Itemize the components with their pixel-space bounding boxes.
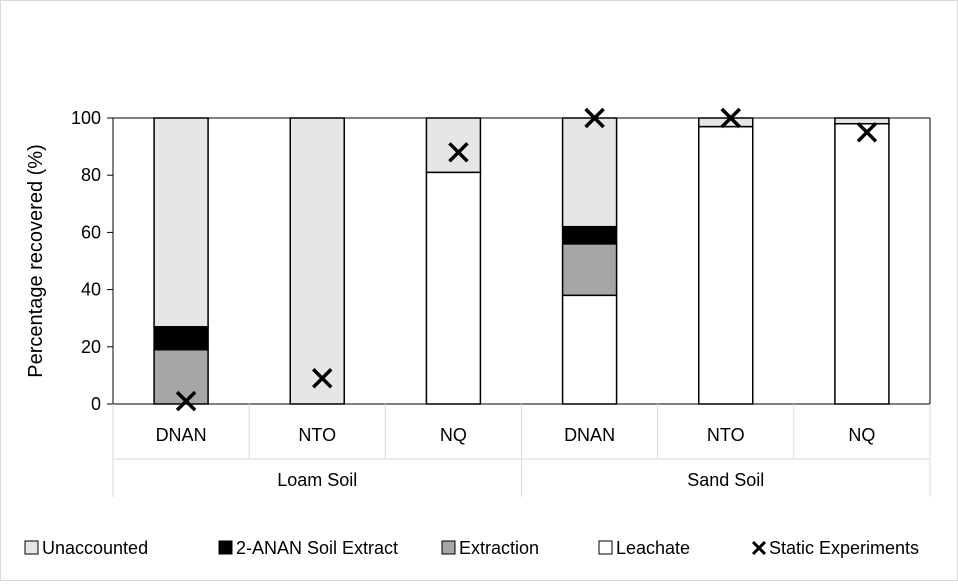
marker-stroke bbox=[175, 390, 197, 412]
x-category-label: DNAN bbox=[564, 425, 615, 445]
bar-segment-leachate bbox=[834, 122, 890, 405]
bar-segment-unaccounted bbox=[289, 117, 345, 405]
legend-swatch bbox=[218, 540, 233, 555]
legend-label: 2-ANAN Soil Extract bbox=[236, 538, 398, 558]
bars-layer bbox=[153, 117, 890, 405]
static-experiment-marker bbox=[312, 368, 333, 389]
marker-stroke bbox=[448, 142, 469, 163]
legend-swatch bbox=[441, 540, 456, 555]
x-category-label: NTO bbox=[298, 425, 336, 445]
legend-item: 2-ANAN Soil Extract bbox=[218, 538, 398, 558]
bar-segment-2-anan-soil-extract bbox=[561, 225, 618, 245]
labels-layer: DNAN NTO NQ DNAN NTO NQ Loam Soil Sand Soil bbox=[156, 425, 876, 490]
x-category-label: NQ bbox=[440, 425, 467, 445]
markers-layer bbox=[175, 107, 878, 412]
bar-segment-2-anan-soil-extract bbox=[153, 326, 209, 351]
y-tick-label: 60 bbox=[81, 222, 101, 242]
legend-swatch bbox=[24, 540, 39, 555]
bar-segment-leachate bbox=[561, 294, 618, 405]
y-tick-label: 0 bbox=[91, 394, 101, 414]
bar-segment-unaccounted bbox=[153, 117, 209, 328]
marker-stroke bbox=[584, 107, 605, 129]
y-tick-label: 80 bbox=[81, 165, 101, 185]
legend-x-icon bbox=[751, 540, 767, 556]
legend-label: Unaccounted bbox=[42, 538, 148, 558]
legend: Unaccounted 2-ANAN Soil Extract Extraction… bbox=[24, 538, 919, 558]
bar-segment-extraction bbox=[561, 243, 618, 297]
legend-item: Static Experiments bbox=[751, 538, 919, 558]
y-tick-label: 100 bbox=[71, 108, 101, 128]
static-experiment-marker bbox=[448, 142, 469, 163]
bar-segment-unaccounted bbox=[834, 117, 890, 125]
x-group-label: Loam Soil bbox=[277, 470, 357, 490]
legend-label: Static Experiments bbox=[769, 538, 919, 558]
y-tick-label: 20 bbox=[81, 337, 101, 357]
x-category-label: NQ bbox=[848, 425, 875, 445]
marker-stroke bbox=[720, 107, 741, 129]
bar-segment-unaccounted bbox=[561, 117, 618, 228]
x-category-label: NTO bbox=[707, 425, 745, 445]
legend-label: Leachate bbox=[616, 538, 690, 558]
static-experiment-marker bbox=[720, 107, 741, 129]
static-experiment-marker bbox=[856, 122, 878, 143]
static-experiment-marker bbox=[584, 107, 605, 129]
legend-swatch bbox=[598, 540, 613, 555]
y-axis-title: Percentage recovered (%) bbox=[25, 144, 47, 377]
legend-label: Extraction bbox=[459, 538, 539, 558]
x-category-label: DNAN bbox=[156, 425, 207, 445]
x-group-label: Sand Soil bbox=[687, 470, 764, 490]
legend-item: Leachate bbox=[598, 538, 690, 558]
bar-segment-leachate bbox=[425, 171, 482, 405]
axes-layer: 0 20 40 60 80 100 bbox=[71, 108, 931, 497]
legend-item: Extraction bbox=[441, 538, 539, 558]
marker-stroke bbox=[856, 122, 878, 143]
y-tick-label: 40 bbox=[81, 280, 101, 300]
marker-stroke bbox=[312, 368, 333, 389]
static-experiment-marker bbox=[175, 390, 197, 412]
legend-item: Unaccounted bbox=[24, 538, 148, 558]
bar-segment-leachate bbox=[698, 125, 754, 405]
